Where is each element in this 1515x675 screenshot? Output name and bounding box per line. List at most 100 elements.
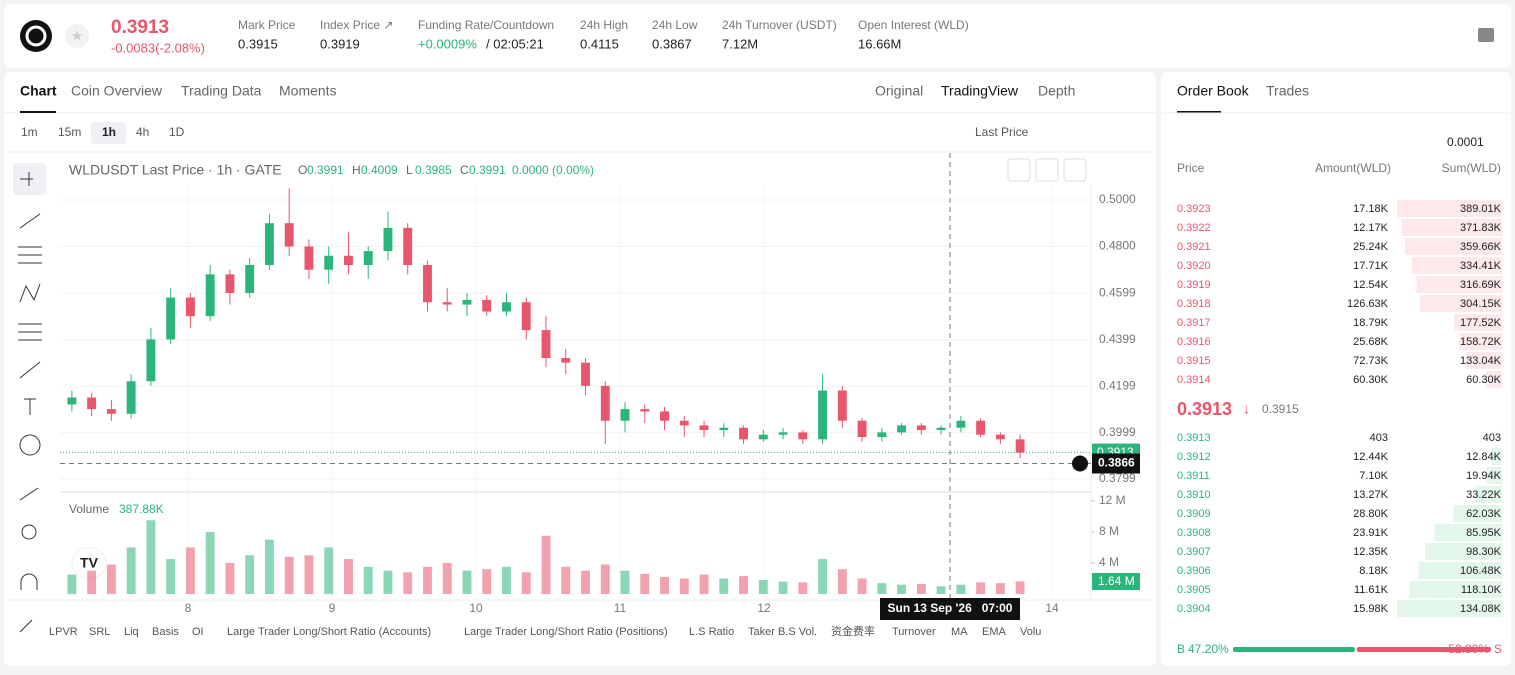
book-amount: 7.10K <box>1359 470 1388 482</box>
interval[interactable]: 1D <box>169 125 185 139</box>
crosshair-add[interactable] <box>1072 456 1088 472</box>
book-price: 0.3907 <box>1177 546 1211 558</box>
volume-bar <box>522 572 531 594</box>
candle-body <box>67 398 76 405</box>
favorite-star[interactable]: ★ <box>71 28 84 44</box>
mid-arrow: ↓ <box>1243 401 1250 417</box>
book-sum: 389.01K <box>1460 203 1502 215</box>
volume-bar <box>877 583 886 594</box>
indicator-tool[interactable]: LPVR <box>49 626 78 638</box>
menu-icon[interactable] <box>1478 28 1494 42</box>
interval[interactable]: 4h <box>136 125 149 139</box>
volume-bar <box>502 567 511 594</box>
volume-bar <box>344 559 353 594</box>
book-price: 0.3922 <box>1177 222 1211 234</box>
stat-value: 0.3919 <box>320 36 360 51</box>
book-amount: 72.73K <box>1353 355 1389 367</box>
indicator-tool[interactable]: OI <box>192 626 204 638</box>
indicator-tool[interactable]: Turnover <box>892 626 936 638</box>
book-sum: 98.30K <box>1466 546 1502 558</box>
candle-body <box>779 432 788 434</box>
view-mode[interactable]: Original <box>875 83 923 99</box>
interval[interactable]: 1m <box>21 125 38 139</box>
book-price: 0.3911 <box>1177 470 1210 482</box>
volume-bar <box>917 584 926 594</box>
last-price: 0.3913 <box>111 17 169 38</box>
chart-tab[interactable]: Coin Overview <box>71 83 163 99</box>
book-price: 0.3916 <box>1177 336 1211 348</box>
indicator-tool[interactable]: L.S Ratio <box>689 626 734 638</box>
indicator-tool[interactable]: Large Trader Long/Short Ratio (Accounts) <box>227 626 431 638</box>
chart-tab[interactable]: Trading Data <box>181 83 262 99</box>
stat-label: 24h Low <box>652 18 698 32</box>
indicator-tool[interactable]: Large Trader Long/Short Ratio (Positions… <box>464 626 668 638</box>
book-amount: 8.18K <box>1359 565 1388 577</box>
view-mode[interactable]: Depth <box>1038 83 1075 99</box>
candle-body <box>344 256 353 265</box>
view-mode[interactable]: TradingView <box>941 83 1019 99</box>
price-type[interactable]: Last Price <box>975 125 1029 139</box>
candle-body <box>976 421 985 435</box>
volume-bar <box>463 571 472 594</box>
candle-body <box>265 223 274 265</box>
y-tick-label: 0.4800 <box>1099 239 1136 253</box>
candle-body <box>877 432 886 437</box>
candle-body <box>502 302 511 311</box>
volume-bar <box>146 520 155 594</box>
indicator-tool[interactable]: MA <box>951 626 968 638</box>
y-tick-label: 0.4599 <box>1099 285 1136 299</box>
fullscreen-button[interactable] <box>1064 159 1086 181</box>
book-sum: 158.72K <box>1460 336 1502 348</box>
volume-bar <box>759 580 768 594</box>
book-sum: 133.04K <box>1460 355 1502 367</box>
volume-bar <box>700 575 709 594</box>
book-sum: 19.94K <box>1466 470 1502 482</box>
interval[interactable]: 1h <box>102 125 116 139</box>
candle-body <box>640 409 649 411</box>
interval[interactable]: 15m <box>58 125 81 139</box>
indicator-tool[interactable]: SRL <box>89 626 110 638</box>
candle-body <box>482 300 491 312</box>
ohlc-change: 0.0000 (0.00%) <box>512 163 594 177</box>
book-tab[interactable]: Trades <box>1266 83 1309 99</box>
stat-value: 0.3915 <box>238 36 278 51</box>
precision[interactable]: 0.0001 <box>1447 135 1484 149</box>
book-tab[interactable]: Order Book <box>1177 83 1250 99</box>
indicator-tool[interactable]: Volu <box>1020 626 1041 638</box>
indicator-tool[interactable]: Taker B.S Vol. <box>748 626 817 638</box>
candle-body <box>225 274 234 293</box>
stat-value: +0.0009% <box>418 36 477 51</box>
crosshair-price-label: 0.3866 <box>1098 456 1135 470</box>
chart-tab[interactable]: Moments <box>279 83 337 99</box>
book-sum: 62.03K <box>1466 508 1502 520</box>
book-amount: 403 <box>1370 432 1388 444</box>
volume-bar <box>285 557 294 594</box>
scroll-button[interactable] <box>1008 159 1030 181</box>
volume-bar <box>601 565 610 594</box>
book-amount: 126.63K <box>1347 298 1389 310</box>
collapse-button[interactable] <box>1036 159 1058 181</box>
book-price: 0.3921 <box>1177 241 1211 253</box>
book-sum: 316.69K <box>1460 279 1502 291</box>
volume-bar <box>67 575 76 594</box>
candle-body <box>561 358 570 363</box>
book-amount: 15.98K <box>1353 603 1389 615</box>
indicator-tool[interactable]: Liq <box>124 626 139 638</box>
indicator-tool[interactable]: EMA <box>982 626 1007 638</box>
candle-body <box>127 381 136 414</box>
buy-letter: B <box>1177 642 1185 656</box>
volume-bar <box>245 555 254 594</box>
volume-bar <box>324 547 333 594</box>
candle-body <box>956 421 965 428</box>
book-price: 0.3910 <box>1177 489 1211 501</box>
chart-tab[interactable]: Chart <box>20 83 57 99</box>
volume-bar <box>542 536 551 594</box>
indicator-tool[interactable]: 资金费率 <box>831 624 875 638</box>
indicator-tool[interactable]: Basis <box>152 626 179 638</box>
book-amount: 60.30K <box>1353 374 1389 386</box>
volume-bar <box>107 565 116 594</box>
book-price: 0.3905 <box>1177 584 1211 596</box>
candle-body <box>443 302 452 304</box>
volume-bar <box>956 585 965 594</box>
